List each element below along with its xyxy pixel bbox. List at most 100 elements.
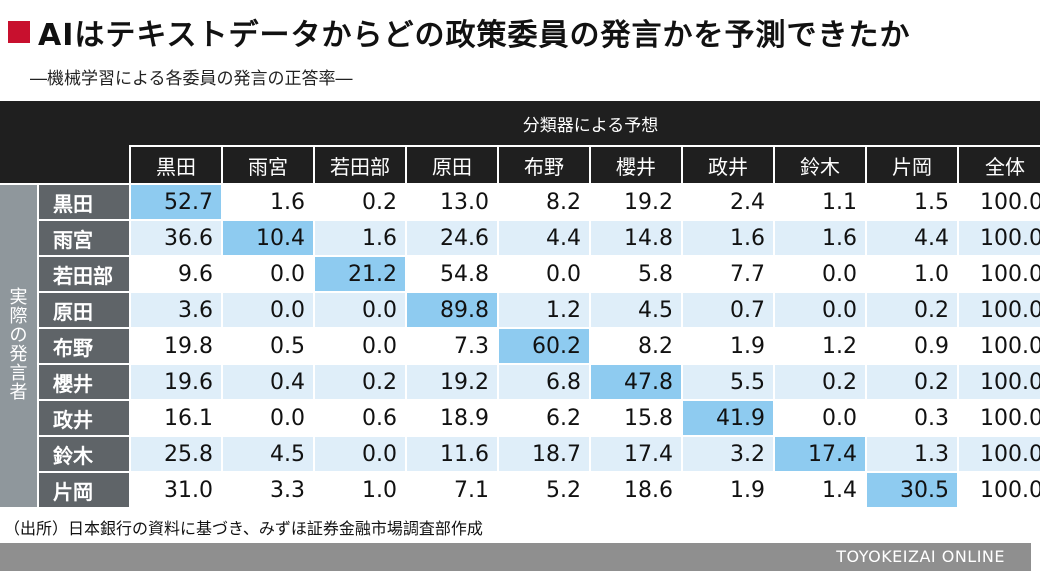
correct-rate-cell: 52.7 — [129, 183, 222, 220]
table-body: 実際の発言者黒田 52.7 1.6 0.2 13.0 8.2 19.2 2.4 1.1 1.5 10… — [0, 183, 1040, 507]
table-row: 櫻井 19.6 0.4 0.2 19.2 6.8 47.8 5.5 0.2 0.2 100.0 — [0, 363, 1040, 400]
value-cell: 14.8 — [589, 219, 682, 256]
value-cell: 0.3 — [865, 399, 958, 436]
value-cell: 1.9 — [681, 327, 774, 364]
value-cell: 1.9 — [681, 471, 774, 507]
value-cell: 7.3 — [405, 327, 498, 364]
value-cell: 1.6 — [313, 219, 406, 256]
page-subtitle: ―機械学習による各委員の発言の正答率― — [30, 69, 353, 89]
footer-bar: TOYOKEIZAI ONLINE — [0, 543, 1031, 571]
value-cell: 1.4 — [773, 471, 866, 507]
value-cell: 1.6 — [681, 219, 774, 256]
value-cell: 1.6 — [773, 219, 866, 256]
correct-rate-cell: 60.2 — [497, 327, 590, 364]
row-header: 黒田 — [37, 183, 130, 220]
column-header: 鈴木 — [773, 145, 866, 184]
value-cell: 0.2 — [865, 363, 958, 400]
value-cell: 6.2 — [497, 399, 590, 436]
row-header: 若田部 — [37, 255, 130, 292]
value-cell: 18.6 — [589, 471, 682, 507]
column-header: 若田部 — [313, 145, 406, 184]
value-cell: 3.6 — [129, 291, 222, 328]
value-cell: 0.5 — [221, 327, 314, 364]
value-cell: 8.2 — [497, 183, 590, 220]
value-cell: 100.0 — [956, 183, 1040, 220]
value-cell: 19.8 — [129, 327, 222, 364]
value-cell: 3.3 — [221, 471, 314, 507]
value-cell: 0.2 — [313, 183, 406, 220]
value-cell: 0.0 — [313, 327, 406, 364]
correct-rate-cell: 47.8 — [589, 363, 682, 400]
value-cell: 1.0 — [865, 255, 958, 292]
value-cell: 5.8 — [589, 255, 682, 292]
value-cell: 100.0 — [956, 435, 1040, 472]
value-cell: 25.8 — [129, 435, 222, 472]
title-row: AIはテキストデータからどの政策委員の発言かを予測できたか — [8, 6, 910, 58]
value-cell: 100.0 — [956, 471, 1040, 507]
value-cell: 7.7 — [681, 255, 774, 292]
value-cell: 0.0 — [773, 255, 866, 292]
value-cell: 0.0 — [313, 291, 406, 328]
value-cell: 1.5 — [865, 183, 958, 220]
correct-rate-cell: 30.5 — [865, 471, 958, 507]
page-title: AIはテキストデータからどの政策委員の発言かを予測できたか — [38, 18, 911, 53]
value-cell: 24.6 — [405, 219, 498, 256]
value-cell: 7.1 — [405, 471, 498, 507]
column-header: 布野 — [497, 145, 590, 184]
value-cell: 6.8 — [497, 363, 590, 400]
value-cell: 0.6 — [313, 399, 406, 436]
value-cell: 1.1 — [773, 183, 866, 220]
value-cell: 54.8 — [405, 255, 498, 292]
value-cell: 0.9 — [865, 327, 958, 364]
value-cell: 0.2 — [773, 363, 866, 400]
value-cell: 0.0 — [773, 291, 866, 328]
value-cell: 17.4 — [589, 435, 682, 472]
value-cell: 9.6 — [129, 255, 222, 292]
value-cell: 100.0 — [956, 219, 1040, 256]
value-cell: 4.5 — [221, 435, 314, 472]
table-row: 片岡 31.0 3.3 1.0 7.1 5.2 18.6 1.9 1.4 30.5 100.0 — [0, 471, 1040, 507]
value-cell: 0.0 — [313, 435, 406, 472]
row-header: 櫻井 — [37, 363, 130, 400]
value-cell: 0.2 — [865, 291, 958, 328]
correct-rate-cell: 10.4 — [221, 219, 314, 256]
value-cell: 3.2 — [681, 435, 774, 472]
value-cell: 100.0 — [956, 327, 1040, 364]
correct-rate-cell: 89.8 — [405, 291, 498, 328]
brand-label: TOYOKEIZAI ONLINE — [836, 547, 1005, 566]
value-cell: 4.5 — [589, 291, 682, 328]
row-header: 原田 — [37, 291, 130, 328]
column-header-row: 黒田 雨宮 若田部 原田 布野 櫻井 政井 鈴木 片岡 全体 — [0, 145, 1040, 184]
value-cell: 5.2 — [497, 471, 590, 507]
row-header: 鈴木 — [37, 435, 130, 472]
source-note: （出所）日本銀行の資料に基づき、みずほ証券金融市場調査部作成 — [4, 519, 483, 538]
value-cell: 31.0 — [129, 471, 222, 507]
value-cell: 100.0 — [956, 255, 1040, 292]
value-cell: 0.2 — [313, 363, 406, 400]
row-header: 雨宮 — [37, 219, 130, 256]
correct-rate-cell: 17.4 — [773, 435, 866, 472]
value-cell: 1.3 — [865, 435, 958, 472]
table-row: 雨宮 36.6 10.4 1.6 24.6 4.4 14.8 1.6 1.6 4.4 100.0 — [0, 219, 1040, 256]
value-cell: 1.0 — [313, 471, 406, 507]
accuracy-table: 分類器による予想 黒田 雨宮 若田部 原田 布野 櫻井 政井 鈴木 片岡 全体 実際の発言者黒田 5… — [0, 101, 1040, 507]
table-row: 鈴木 25.8 4.5 0.0 11.6 18.7 17.4 3.2 17.4 1.3 100.0 — [0, 435, 1040, 472]
column-header: 政井 — [681, 145, 774, 184]
table-row: 実際の発言者黒田 52.7 1.6 0.2 13.0 8.2 19.2 2.4 1.1 1.5 10… — [0, 183, 1040, 507]
value-cell: 18.7 — [497, 435, 590, 472]
value-cell: 0.0 — [221, 399, 314, 436]
correct-rate-cell: 41.9 — [681, 399, 774, 436]
value-cell: 0.7 — [681, 291, 774, 328]
row-header: 布野 — [37, 327, 130, 364]
value-cell: 100.0 — [956, 399, 1040, 436]
corner-cell — [0, 101, 130, 184]
value-cell: 100.0 — [956, 291, 1040, 328]
value-cell: 19.6 — [129, 363, 222, 400]
value-cell: 19.2 — [589, 183, 682, 220]
value-cell: 0.0 — [221, 291, 314, 328]
correct-rate-cell: 21.2 — [313, 255, 406, 292]
value-cell: 1.2 — [497, 291, 590, 328]
value-cell: 0.0 — [497, 255, 590, 292]
value-cell: 1.6 — [221, 183, 314, 220]
column-header: 櫻井 — [589, 145, 682, 184]
